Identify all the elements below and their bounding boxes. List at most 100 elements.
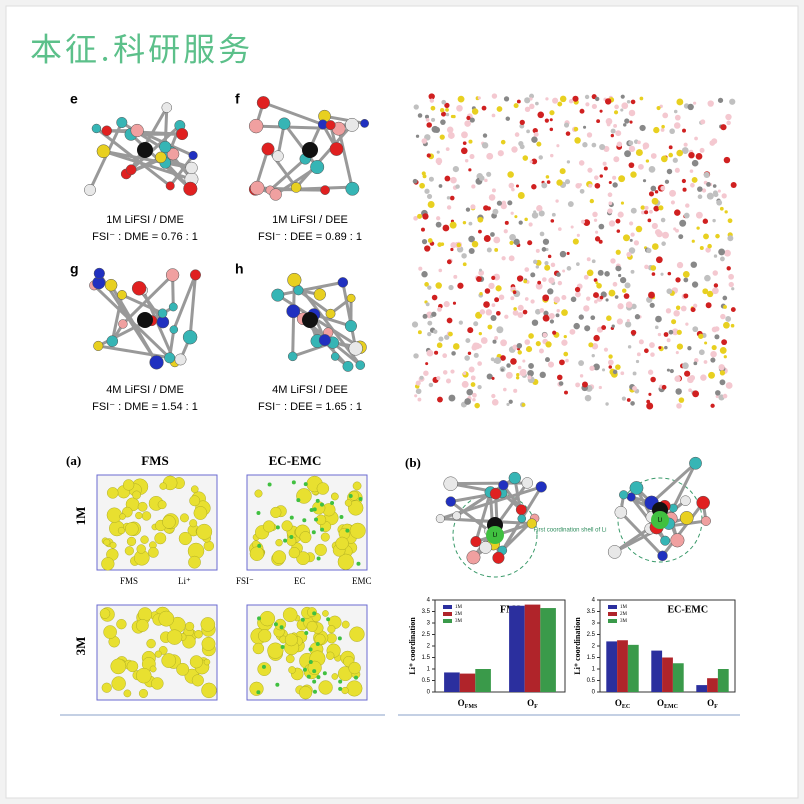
atom <box>479 541 492 554</box>
md-atom <box>557 374 563 381</box>
atom <box>445 496 456 507</box>
li <box>311 530 316 535</box>
md-atom <box>547 254 552 259</box>
md-atom <box>491 93 498 99</box>
md-atom <box>676 98 684 106</box>
md-atom <box>716 199 723 206</box>
y-tick-label: 2 <box>427 644 431 650</box>
md-atom <box>576 233 580 237</box>
md-atom <box>559 95 567 103</box>
cluster <box>200 617 216 632</box>
md-atom <box>647 218 652 223</box>
md-atom <box>597 269 604 276</box>
md-atom <box>591 259 596 264</box>
bond <box>474 491 492 543</box>
md-atom <box>691 239 695 243</box>
md-atom <box>713 192 719 198</box>
bar <box>459 673 476 692</box>
md-atom <box>467 351 472 356</box>
md-atom <box>594 236 601 242</box>
bar <box>606 641 618 692</box>
md-atom <box>527 240 533 246</box>
md-atom <box>496 200 503 206</box>
md-atom <box>537 280 542 285</box>
md-atom <box>496 106 503 112</box>
md-atom <box>723 321 730 329</box>
atom <box>256 96 270 110</box>
bar <box>475 669 491 692</box>
md-atom <box>578 160 585 166</box>
li <box>309 507 314 512</box>
md-atom <box>513 103 519 109</box>
md-atom <box>695 211 703 219</box>
md-atom <box>486 171 492 177</box>
atom <box>680 495 691 506</box>
li <box>256 690 261 695</box>
md-atom <box>625 301 633 308</box>
md-atom <box>693 303 698 308</box>
md-atom <box>468 221 473 226</box>
md-atom <box>730 181 737 188</box>
cluster <box>194 630 203 639</box>
md-atom <box>552 97 559 104</box>
atom <box>670 533 685 548</box>
panel-label: (a) <box>66 453 81 468</box>
md-atom <box>721 193 727 199</box>
md-atom <box>660 272 664 276</box>
atom-label: Li <box>493 533 498 539</box>
md-atom <box>457 282 464 289</box>
md-atom <box>630 232 635 237</box>
md-atom <box>500 139 506 145</box>
md-atom <box>479 175 485 181</box>
column-label: EC-EMC <box>269 453 322 468</box>
md-atom <box>462 371 467 376</box>
cluster <box>201 682 217 699</box>
md-atom <box>523 279 528 284</box>
cluster <box>136 619 149 632</box>
md-atom <box>445 147 450 151</box>
md-atom <box>550 262 556 268</box>
md-atom <box>655 256 663 264</box>
md-atom <box>588 342 594 348</box>
md-atom <box>673 122 681 129</box>
cluster <box>327 625 336 634</box>
md-atom <box>434 350 439 355</box>
md-atom <box>639 96 644 101</box>
md-atom <box>522 359 526 363</box>
md-atom <box>414 394 418 398</box>
md-atom <box>668 152 674 158</box>
cluster <box>288 666 296 674</box>
md-atom <box>446 259 452 265</box>
atom <box>517 514 527 523</box>
md-atom <box>449 221 457 229</box>
md-atom <box>710 357 716 363</box>
md-atom <box>664 179 670 184</box>
cluster <box>306 621 318 632</box>
md-atom <box>605 298 609 302</box>
md-atom <box>512 290 517 295</box>
md-atom <box>572 95 579 102</box>
md-atom <box>535 308 541 315</box>
md-atom <box>464 398 472 405</box>
bar <box>509 605 525 692</box>
li <box>356 561 361 566</box>
md-atom <box>538 155 543 160</box>
shell-label: First coordination shell of Li <box>533 528 606 534</box>
md-atom <box>714 326 720 332</box>
atom <box>164 352 176 364</box>
x-tick-label: OF <box>527 698 538 710</box>
md-atom <box>557 101 563 107</box>
md-atom <box>717 189 721 193</box>
atom <box>360 118 369 128</box>
cluster <box>140 535 149 544</box>
md-atom <box>616 141 623 148</box>
md-atom <box>574 286 581 293</box>
category-sub: FMS <box>465 704 478 710</box>
md-atom <box>426 349 434 357</box>
md-atom <box>559 359 565 366</box>
cluster <box>296 551 310 565</box>
md-atom <box>433 329 438 334</box>
md-atom <box>503 96 510 102</box>
y-label: Li⁺ coordination <box>408 617 417 675</box>
cluster <box>166 629 183 645</box>
